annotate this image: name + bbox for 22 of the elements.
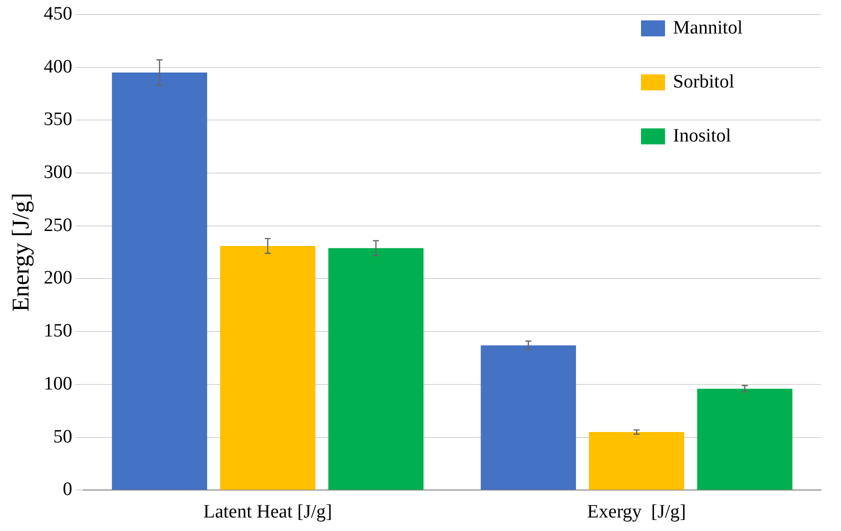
y-tick-label: 150 (44, 320, 72, 342)
bar (588, 432, 684, 490)
y-tick-label: 50 (53, 426, 72, 448)
legend-label: Inositol (673, 125, 732, 146)
bar (328, 248, 424, 490)
y-tick-label: 400 (44, 56, 72, 78)
x-tick-label: Latent Heat [J/g] (203, 502, 332, 523)
y-tick-label: 350 (44, 109, 72, 130)
bar (480, 345, 576, 490)
y-tick-label: 300 (44, 162, 72, 183)
y-tick-label: 0 (62, 479, 72, 500)
legend-label: Sorbitol (673, 71, 734, 92)
bar (220, 246, 316, 490)
y-axis-title: Energy [J/g] (8, 192, 35, 312)
y-tick-label: 100 (44, 373, 72, 394)
legend-label: Mannitol (673, 17, 743, 38)
x-tick-label: Exergy [J/g] (587, 502, 686, 523)
y-tick-label: 450 (44, 3, 72, 24)
y-tick-label: 200 (44, 268, 72, 289)
bar (697, 388, 792, 490)
y-tick-label: 250 (44, 214, 72, 236)
bar (112, 72, 208, 490)
